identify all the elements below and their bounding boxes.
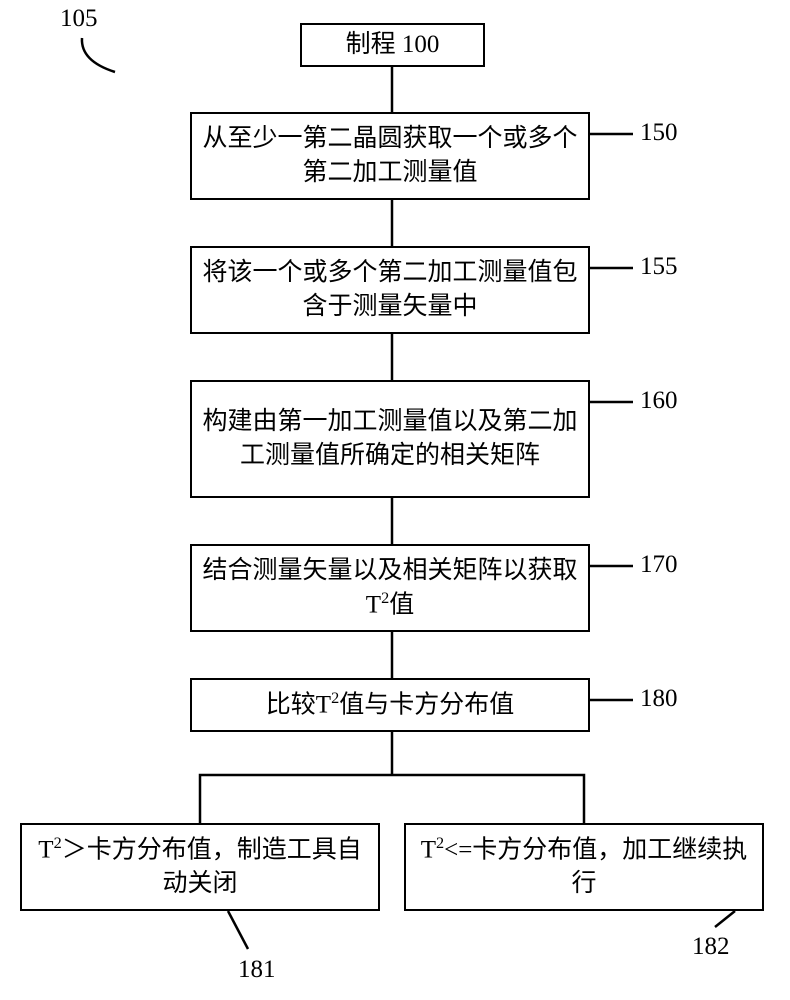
ref-label-r181: 181 [238, 956, 276, 984]
ref-label-r160: 160 [640, 387, 678, 415]
flow-node-n181: T2＞卡方分布值，制造工具自动关闭 [20, 823, 380, 911]
flow-node-n160: 构建由第一加工测量值以及第二加工测量值所确定的相关矩阵 [190, 380, 590, 498]
flow-node-label: 将该一个或多个第二加工测量值包含于测量矢量中 [202, 256, 578, 324]
flow-node-n170: 结合测量矢量以及相关矩阵以获取T2值 [190, 544, 590, 632]
ref-label-r155: 155 [640, 253, 678, 281]
ref-label-r150: 150 [640, 119, 678, 147]
flow-node-label: 制程 100 [346, 28, 440, 62]
flowchart-canvas: 制程 100 从至少一第二晶圆获取一个或多个第二加工测量值将该一个或多个第二加工测… [0, 0, 790, 1000]
ref-label-r180: 180 [640, 685, 678, 713]
ref-label-r105: 105 [60, 5, 98, 33]
flow-node-label: 构建由第一加工测量值以及第二加工测量值所确定的相关矩阵 [202, 405, 578, 473]
flow-node-label: 从至少一第二晶圆获取一个或多个第二加工测量值 [202, 122, 578, 190]
flow-node-n182: T2<=卡方分布值，加工继续执行 [404, 823, 764, 911]
flow-node-label: T2<=卡方分布值，加工继续执行 [416, 833, 752, 901]
flow-node-n150: 从至少一第二晶圆获取一个或多个第二加工测量值 [190, 112, 590, 200]
flow-node-n180: 比较T2值与卡方分布值 [190, 678, 590, 732]
flow-node-label: 结合测量矢量以及相关矩阵以获取T2值 [202, 554, 578, 622]
flow-node-label: 比较T2值与卡方分布值 [266, 688, 514, 722]
flow-node-label: T2＞卡方分布值，制造工具自动关闭 [32, 833, 368, 901]
flow-node-n100: 制程 100 [300, 23, 485, 67]
flow-node-n155: 将该一个或多个第二加工测量值包含于测量矢量中 [190, 246, 590, 334]
ref-label-r182: 182 [692, 933, 730, 961]
ref-label-r170: 170 [640, 551, 678, 579]
